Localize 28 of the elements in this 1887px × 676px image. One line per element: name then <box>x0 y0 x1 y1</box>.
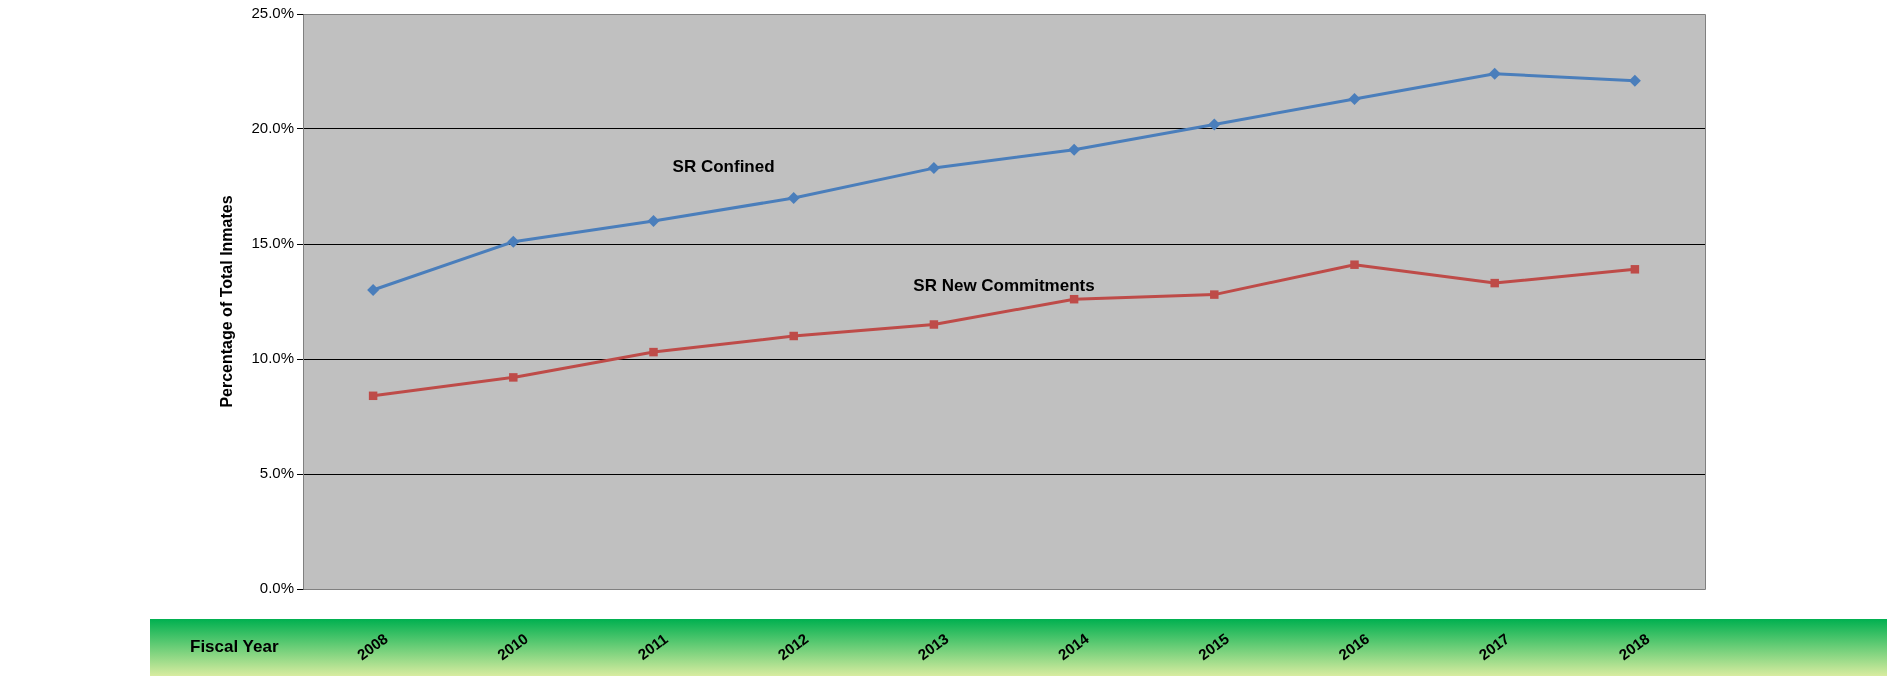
y-tick-label: 0.0% <box>259 579 294 597</box>
series-label: SR Confined <box>672 157 775 177</box>
point <box>647 215 660 227</box>
point <box>927 162 940 175</box>
y-axis-title: Percentage of Total Inmates <box>218 195 236 408</box>
point <box>1208 118 1221 131</box>
y-tick-label: 20.0% <box>251 119 294 137</box>
point <box>789 331 798 341</box>
point <box>1348 93 1361 106</box>
point <box>1488 67 1501 80</box>
x-axis-title: Fiscal Year <box>190 637 279 657</box>
point <box>367 284 380 296</box>
point <box>1350 260 1359 269</box>
point <box>929 320 939 329</box>
y-tick-label: 25.0% <box>251 4 294 22</box>
y-tick-label: 15.0% <box>251 234 294 252</box>
point <box>1630 265 1640 274</box>
point <box>787 192 800 204</box>
point <box>649 347 658 357</box>
point <box>1490 278 1499 288</box>
x-tick-label: 2011 <box>634 629 671 663</box>
point <box>1210 290 1219 299</box>
series-label: SR New Commitments <box>913 275 1095 295</box>
point <box>1068 143 1081 156</box>
point <box>507 235 520 248</box>
point <box>509 373 518 382</box>
y-tick-label: 5.0% <box>259 464 294 482</box>
y-tick-label: 10.0% <box>251 349 294 367</box>
